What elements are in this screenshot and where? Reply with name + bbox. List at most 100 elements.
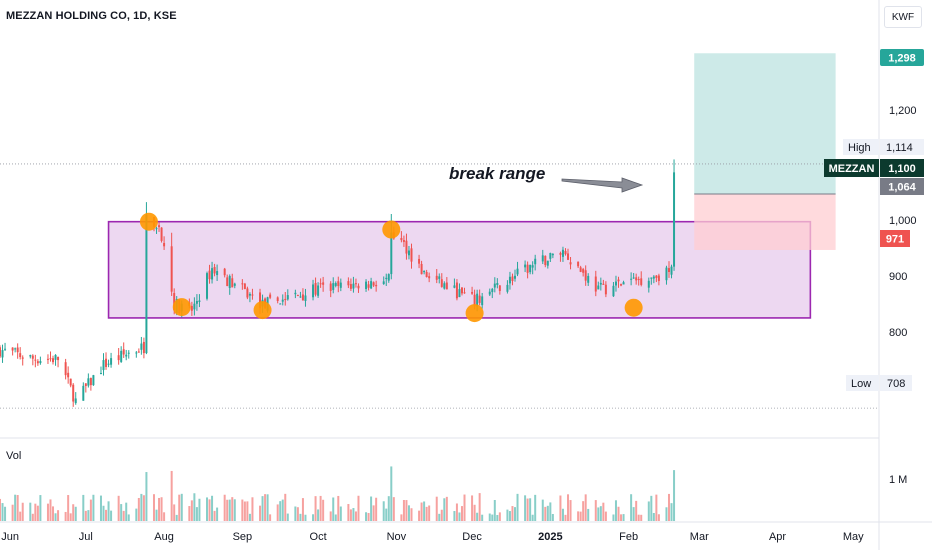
candle <box>612 281 615 297</box>
candle <box>170 232 173 297</box>
candle <box>1 344 4 363</box>
candle <box>347 277 350 289</box>
volume-bar <box>602 502 605 521</box>
annotation-arrow[interactable] <box>561 177 644 193</box>
candle <box>208 264 211 284</box>
candle <box>337 276 340 293</box>
candle <box>559 251 562 262</box>
candle <box>140 336 143 355</box>
entry-price-label: 1,064 <box>880 178 924 195</box>
candle <box>339 278 342 292</box>
volume-bar <box>541 499 544 521</box>
candle <box>67 366 70 384</box>
time-tick: Nov <box>387 531 407 543</box>
low-label: Low 708 <box>846 375 912 391</box>
candle <box>122 342 125 358</box>
volume-bar <box>549 502 552 521</box>
candle <box>284 292 287 306</box>
candle <box>120 346 123 363</box>
candle <box>418 254 421 269</box>
volume-bar <box>160 497 163 521</box>
candle <box>299 291 302 298</box>
volume-bar <box>231 497 234 521</box>
touch-marker[interactable] <box>382 220 401 239</box>
volume-bar <box>667 493 670 521</box>
candle <box>127 350 130 359</box>
volume-bar <box>647 501 650 521</box>
candle <box>334 281 337 288</box>
candle <box>223 267 226 278</box>
touch-marker[interactable] <box>172 298 191 317</box>
candle <box>31 354 34 366</box>
volume-bar <box>445 496 448 521</box>
candle <box>158 222 161 232</box>
volume-bar <box>493 499 496 521</box>
volume-bar <box>4 506 7 521</box>
volume-bar <box>223 494 226 521</box>
candle <box>564 248 567 256</box>
candle <box>64 358 67 380</box>
candle <box>279 303 282 305</box>
volume-bar <box>577 511 580 521</box>
target-zone[interactable] <box>694 53 836 195</box>
touch-marker[interactable] <box>624 298 643 317</box>
volume-bar <box>400 514 403 521</box>
volume-bar <box>617 506 620 521</box>
volume-bar <box>279 501 282 521</box>
currency-button[interactable]: KWF <box>884 6 922 28</box>
candle <box>276 296 279 304</box>
stop-price-text: 971 <box>886 234 904 246</box>
price-tick-900: 900 <box>889 271 907 283</box>
last-price-label: MEZZAN 1,100 <box>824 159 924 177</box>
high-value-text: 1,114 <box>886 142 913 154</box>
touch-marker[interactable] <box>253 301 272 320</box>
volume-bar <box>39 495 42 521</box>
volume-bar <box>665 507 668 521</box>
volume-bar <box>640 514 643 521</box>
candle <box>36 359 39 366</box>
volume-bar <box>246 501 249 521</box>
time-axis[interactable]: Jun Jul Aug Sep Oct Nov Dec 2025 Feb Mar Apr May <box>1 531 864 543</box>
stop-zone[interactable] <box>694 194 836 250</box>
candle <box>407 245 410 260</box>
break-range-annotation[interactable]: break range <box>449 164 545 183</box>
volume-bar <box>365 512 368 521</box>
candle <box>4 342 7 352</box>
candle <box>107 359 110 368</box>
candle <box>526 261 529 279</box>
candle <box>155 226 158 234</box>
volume-bar <box>163 512 166 521</box>
volume-bar <box>241 499 244 521</box>
volume-bar <box>460 506 463 521</box>
candle <box>428 272 431 283</box>
touch-marker[interactable] <box>465 304 484 323</box>
candle <box>57 356 60 368</box>
candle <box>248 292 251 303</box>
volume-bar <box>19 511 22 521</box>
volume-bar <box>122 510 125 521</box>
volume-bar <box>29 502 32 521</box>
volume-bar <box>228 499 231 521</box>
volume-bar <box>567 494 570 521</box>
volume-bar <box>16 495 19 521</box>
touch-marker[interactable] <box>139 212 158 231</box>
candle <box>241 279 244 290</box>
candle <box>193 297 196 316</box>
candle <box>650 277 653 285</box>
volume-bar <box>188 506 191 521</box>
volume-bar <box>92 494 95 521</box>
volume-bar <box>367 512 370 521</box>
volume-bar <box>226 499 229 521</box>
candle <box>34 354 37 368</box>
volume-bar <box>650 495 653 521</box>
volume-bar <box>175 514 178 521</box>
candle <box>231 273 234 288</box>
candle <box>213 263 216 277</box>
candle <box>19 347 22 360</box>
time-tick: May <box>843 531 864 543</box>
high-label: High 1,114 <box>843 139 924 155</box>
volume-bar <box>49 499 52 521</box>
volume-bar <box>544 506 547 521</box>
volume-bar <box>140 493 143 521</box>
